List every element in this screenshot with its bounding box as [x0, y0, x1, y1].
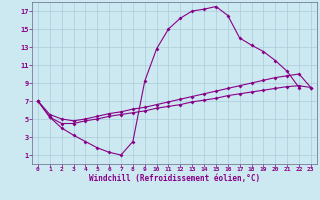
X-axis label: Windchill (Refroidissement éolien,°C): Windchill (Refroidissement éolien,°C): [89, 174, 260, 183]
